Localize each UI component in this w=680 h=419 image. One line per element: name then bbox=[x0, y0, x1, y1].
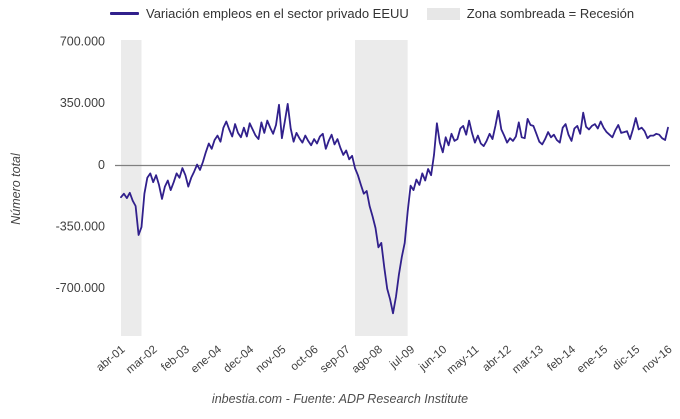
employment-line bbox=[120, 103, 669, 315]
y-axis-tick-labels: 700.000 350.000 0 -350.000 -700.000 bbox=[56, 35, 105, 295]
y-tick-label: -350.000 bbox=[56, 219, 105, 233]
x-tick-label: ago-08 bbox=[350, 344, 385, 376]
x-tick-label: abr-01 bbox=[94, 344, 127, 375]
y-tick-label: 350.000 bbox=[60, 96, 105, 110]
employment-line-series bbox=[120, 103, 669, 315]
recession-band-swatch-icon bbox=[426, 7, 460, 20]
recession-band bbox=[355, 40, 408, 336]
x-tick-label: jun-10 bbox=[416, 344, 449, 374]
y-tick-label: -700.000 bbox=[56, 281, 105, 295]
x-tick-label: feb-14 bbox=[545, 343, 578, 374]
y-tick-label: 0 bbox=[98, 158, 105, 172]
legend-item-series: Variación empleos en el sector privado E… bbox=[110, 6, 409, 21]
x-tick-label: ene-15 bbox=[575, 344, 610, 376]
x-tick-label: dic-15 bbox=[611, 344, 643, 373]
x-tick-label: may-11 bbox=[445, 344, 481, 377]
series-line-swatch-icon bbox=[110, 12, 139, 15]
recession-bands bbox=[121, 40, 408, 336]
x-tick-label: oct-06 bbox=[288, 344, 320, 374]
x-tick-label: jul-09 bbox=[387, 344, 417, 372]
x-tick-label: nov-16 bbox=[640, 344, 675, 376]
y-tick-label: 700.000 bbox=[60, 35, 105, 49]
recession-band bbox=[121, 40, 142, 336]
chart-legend: Variación empleos en el sector privado E… bbox=[110, 6, 634, 21]
x-tick-label: dec-04 bbox=[222, 343, 257, 375]
legend-series-label: Variación empleos en el sector privado E… bbox=[146, 6, 409, 21]
x-tick-label: sep-07 bbox=[318, 344, 353, 376]
y-axis-title: Número total bbox=[9, 153, 23, 225]
source-caption: inbestia.com - Fuente: ADP Research Inst… bbox=[211, 392, 469, 406]
x-tick-label: nov-05 bbox=[254, 344, 289, 376]
x-tick-label: feb-03 bbox=[159, 344, 192, 374]
x-tick-label: mar-02 bbox=[124, 344, 160, 377]
x-tick-label: ene-04 bbox=[189, 343, 225, 376]
legend-recession-label: Zona sombreada = Recesión bbox=[466, 6, 635, 21]
x-tick-label: abr-12 bbox=[480, 344, 513, 375]
legend-item-recession: Zona sombreada = Recesión bbox=[426, 6, 635, 21]
x-tick-label: mar-13 bbox=[510, 344, 546, 377]
